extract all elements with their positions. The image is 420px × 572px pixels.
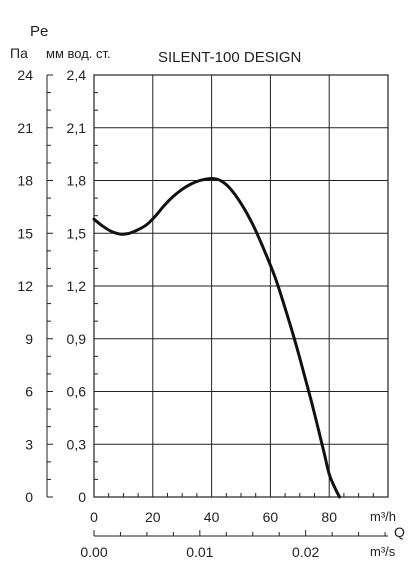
y-tick-label-pa: 0	[25, 489, 33, 505]
y-tick-label-mm: 1,5	[67, 225, 87, 241]
y-tick-label-pa: 12	[17, 278, 33, 294]
secondary-x-tick-label: 0.01	[186, 544, 213, 560]
secondary-x-tick-label: 0.00	[80, 544, 107, 560]
y-tick-label-mm: 2,1	[67, 120, 87, 136]
series-layer	[92, 176, 341, 499]
series-line	[92, 176, 341, 499]
y-tick-label-pa: 9	[25, 331, 33, 347]
y-tick-label-pa: 18	[17, 173, 33, 189]
minor-ticks	[46, 74, 388, 537]
y-tick-label-mm: 0,9	[67, 331, 87, 347]
y-tick-label-pa: 15	[17, 225, 33, 241]
y-tick-label-mm: 2,4	[67, 67, 87, 83]
x-axis-symbol: Q	[394, 524, 405, 540]
x-tick-label: 40	[204, 509, 220, 525]
y-axis-unit-pa: Па	[10, 45, 28, 61]
tick-labels: 0 3 6 9 12 15 18 21 24 0 0,3 0,6 0,9 1,2 1,5 1,8 2,1 2,4 0…	[17, 67, 337, 560]
y-tick-label-mm: 0,3	[67, 436, 87, 452]
x-axis-unit-top: m³/h	[370, 509, 396, 524]
x-tick-label: 0	[90, 509, 98, 525]
y-tick-label-pa: 21	[17, 120, 33, 136]
y-tick-label-pa: 24	[17, 67, 33, 83]
chart-title: SILENT-100 DESIGN	[158, 49, 301, 66]
x-tick-label: 20	[145, 509, 161, 525]
x-tick-label: 80	[321, 509, 337, 525]
secondary-x-tick-label: 0.02	[292, 544, 319, 560]
y-tick-label-mm: 1,2	[67, 278, 87, 294]
y-axis-symbol: Pe	[30, 23, 48, 40]
y-tick-label-mm: 0,6	[67, 384, 87, 400]
x-axis-unit-bottom: m³/s	[370, 544, 396, 559]
y-tick-label-pa: 3	[25, 436, 33, 452]
y-tick-label-mm: 1,8	[67, 173, 87, 189]
grid	[93, 74, 389, 498]
y-tick-label-mm: 0	[78, 489, 86, 505]
y-tick-label-pa: 6	[25, 384, 33, 400]
y-axis-unit-mm: мм вод. ст.	[46, 46, 111, 61]
x-tick-label: 60	[263, 509, 279, 525]
